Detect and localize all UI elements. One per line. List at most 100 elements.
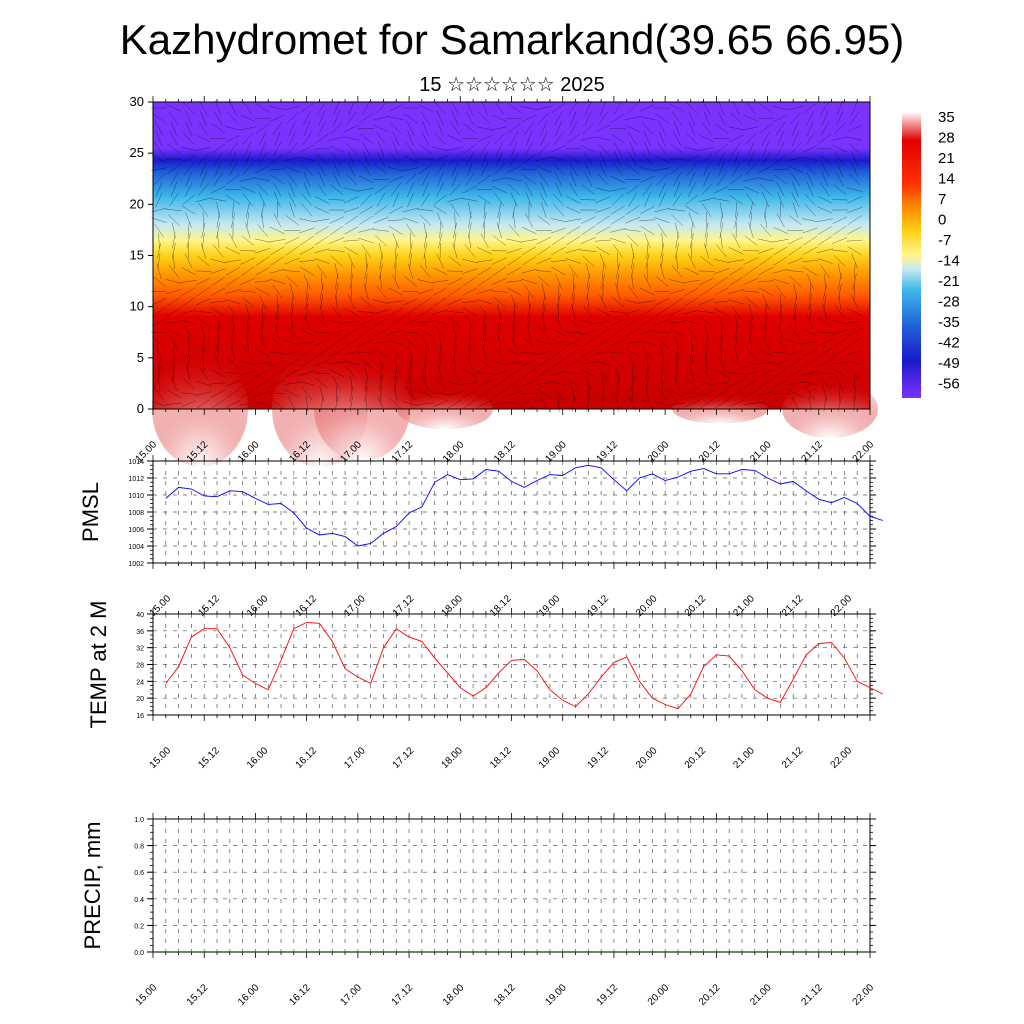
wind-barb (200, 171, 207, 187)
wind-barb (714, 185, 729, 194)
wind-barb (758, 348, 773, 357)
wind-barb (734, 324, 739, 341)
wind-barb (254, 401, 271, 406)
heatmap-y-tick-label: 20 (130, 196, 144, 211)
wind-barb (358, 352, 375, 354)
wind-barb (509, 152, 519, 166)
wind-barb (581, 348, 596, 357)
wind-barb (420, 111, 431, 125)
wind-barb (462, 276, 477, 287)
wind-barb (181, 400, 197, 408)
wind-barb (420, 264, 431, 278)
wind-barb (773, 368, 788, 378)
wind-barb (329, 225, 344, 236)
wind-barb (477, 379, 493, 387)
wind-barb (343, 207, 360, 213)
wind-barb (407, 131, 414, 147)
wind-barb (388, 176, 404, 183)
wind-barb (432, 319, 448, 325)
wind-barb (491, 360, 508, 366)
wind-barb (306, 303, 308, 321)
wind-barb (624, 229, 641, 232)
wind-barb (403, 298, 418, 306)
temp-y-axis-label: TEMP at 2 M (86, 601, 111, 729)
wind-barb (684, 155, 700, 163)
wind-barb (704, 344, 709, 361)
wind-barb (299, 218, 315, 223)
wind-barb (494, 346, 505, 360)
heatmap-y-tick-label: 15 (130, 248, 144, 263)
wind-barb (762, 141, 769, 157)
wind-barb (453, 232, 457, 249)
colorbar-label: 0 (938, 212, 946, 229)
wind-barb (259, 335, 267, 350)
wind-barb (719, 212, 724, 229)
wind-barb (565, 258, 582, 264)
wind-barb (392, 141, 400, 157)
wind-barb (225, 266, 241, 276)
wind-barb (402, 207, 419, 213)
wind-barb (229, 233, 237, 248)
wind-barb (423, 355, 428, 371)
wind-barb (195, 380, 212, 387)
wind-barb (349, 385, 354, 402)
wind-barb (597, 173, 609, 186)
wind-barb (150, 290, 168, 293)
wind-barb (406, 121, 415, 136)
wind-barb (492, 266, 507, 276)
wind-barb (210, 185, 226, 194)
wind-barb (240, 186, 256, 193)
wind-barb (408, 263, 414, 279)
wind-barb (802, 381, 818, 386)
wind-barb (480, 162, 489, 177)
wind-barb (314, 258, 330, 264)
wind-barb (299, 341, 315, 344)
wind-barb (817, 196, 833, 204)
wind-barb (417, 402, 434, 405)
wind-barb (404, 173, 417, 186)
wind-barb (476, 372, 493, 375)
wind-barb (853, 375, 856, 392)
wind-barb (552, 163, 565, 176)
wind-barb (254, 177, 271, 182)
wind-barb (334, 263, 339, 280)
wind-barb (601, 385, 605, 402)
wind-barb (521, 379, 537, 387)
wind-barb (423, 232, 427, 249)
wind-barb (306, 283, 308, 300)
wind-barb (690, 222, 693, 239)
wind-barb (331, 305, 342, 319)
wind-barb (639, 167, 656, 172)
wind-barb (527, 314, 531, 331)
wind-barb (713, 258, 730, 264)
wind-barb (698, 146, 715, 151)
wind-barb (408, 242, 413, 259)
wind-barb (643, 274, 652, 289)
wind-barb (793, 293, 797, 310)
wind-barb (787, 257, 803, 265)
wind-barb (718, 161, 725, 177)
wind-barb (836, 110, 844, 126)
wind-barb (447, 197, 463, 203)
wind-barb (507, 267, 522, 276)
wind-barb (675, 242, 679, 259)
wind-barb (669, 328, 685, 337)
wind-barb (699, 286, 714, 297)
wind-barb (580, 249, 597, 252)
wind-barb (802, 145, 818, 153)
wind-barb (596, 215, 610, 225)
wind-barb (374, 205, 388, 215)
wind-barb (646, 355, 649, 371)
wind-barb (772, 238, 789, 243)
wind-barb (774, 154, 788, 164)
wind-barb (803, 348, 818, 357)
wind-barb (655, 113, 669, 124)
wind-barb (676, 344, 678, 361)
wind-barb (587, 385, 589, 402)
wind-barb (433, 205, 448, 215)
wind-barb (375, 285, 387, 299)
wind-barb (447, 311, 463, 313)
precip-grid (153, 819, 870, 952)
wind-barb (688, 110, 696, 126)
wind-barb (525, 192, 533, 208)
